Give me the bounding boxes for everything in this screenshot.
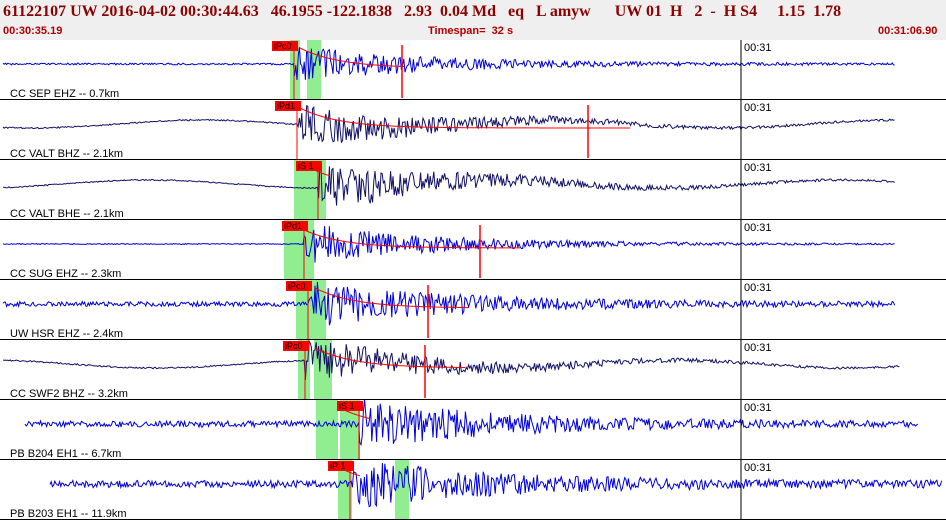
seismogram-panel[interactable]: iPc0 00:31 CC SEP EHZ -- 0.7km iPd1 00:31 CC …	[0, 40, 946, 520]
end-time: 00:31:06.90	[878, 25, 938, 37]
time-tick-label: 00:31	[744, 222, 772, 234]
time-tick-label: 00:31	[744, 342, 772, 354]
pick-flag[interactable]	[275, 101, 301, 111]
time-tick-label: 00:31	[744, 102, 772, 114]
waveform-trace	[2, 226, 895, 263]
channel-label: UW HSR EHZ -- 2.4km	[10, 328, 123, 340]
channel-label: CC SWF2 BHZ -- 3.2km	[10, 388, 128, 400]
time-tick-label: 00:31	[744, 42, 772, 54]
pick-window	[314, 340, 332, 400]
pick-label: iS 1	[339, 401, 355, 411]
time-tick-label: 00:31	[744, 162, 772, 174]
trace-panel[interactable]: iPd1 00:31 CC VALT BHZ -- 2.1km	[0, 100, 946, 160]
pick-flag[interactable]	[286, 281, 312, 291]
pick-label: iPc0	[285, 341, 303, 351]
pick-flag[interactable]	[296, 161, 322, 171]
trace-panel[interactable]: iPc0 00:31 UW HSR EHZ -- 2.4km	[0, 280, 946, 340]
trace-panel[interactable]: iP 1 00:31 PB B203 EH1 -- 11.9km	[0, 460, 946, 520]
pick-window	[284, 220, 306, 280]
waveform-trace	[2, 105, 895, 144]
pick-label: iPc0	[274, 41, 292, 51]
coda-curve	[299, 47, 405, 67]
pick-window	[338, 460, 352, 520]
waveform-trace	[2, 47, 895, 81]
time-tick-label: 00:31	[744, 462, 772, 474]
coda-curve	[314, 347, 465, 368]
pick-window	[294, 160, 314, 220]
pick-flag[interactable]	[272, 41, 298, 51]
coda-curve	[314, 287, 469, 309]
pick-flag[interactable]	[282, 221, 308, 231]
pick-label: iP 1	[330, 461, 345, 471]
trace-panel[interactable]: iPc0 00:31 CC SWF2 BHZ -- 3.2km	[0, 339, 946, 400]
timespan-label: Timespan= 32 s	[428, 25, 514, 37]
channel-label: CC SEP EHZ -- 0.7km	[10, 88, 119, 100]
pick-label: iPd1	[277, 101, 295, 111]
waveform-trace	[2, 281, 896, 326]
pick-flag[interactable]	[328, 461, 354, 471]
pick-label: iPd1	[284, 221, 302, 231]
time-tick-label: 00:31	[744, 402, 772, 414]
pick-label: iS 1	[298, 161, 314, 171]
channel-label: PB B203 EH1 -- 11.9km	[10, 508, 127, 520]
waveform-trace	[24, 399, 919, 447]
time-tick-label: 00:31	[744, 282, 772, 294]
pick-window	[340, 400, 360, 460]
waveform-trace	[49, 462, 943, 508]
event-header: 61122107 UW 2016-04-02 00:30:44.63 46.19…	[0, 0, 946, 40]
channel-label: CC VALT BHZ -- 2.1km	[10, 148, 123, 160]
channel-label: PB B204 EH1 -- 6.7km	[10, 448, 121, 460]
coda-curve	[299, 107, 630, 129]
coda-curve	[299, 227, 520, 249]
start-time: 00:30:35.19	[3, 25, 63, 37]
trace-panel[interactable]: iS 1 00:31 CC VALT BHE -- 2.1km	[0, 160, 946, 220]
event-summary: 61122107 UW 2016-04-02 00:30:44.63 46.19…	[3, 3, 842, 20]
pick-window	[304, 220, 314, 280]
pick-flag[interactable]	[283, 341, 309, 351]
channel-label: CC SUG EHZ -- 2.3km	[10, 268, 121, 280]
trace-panel[interactable]: iPd1 00:31 CC SUG EHZ -- 2.3km	[0, 220, 946, 280]
pick-label: iPc0	[288, 281, 306, 291]
waveform-trace	[2, 339, 900, 381]
pick-window	[298, 340, 310, 400]
pick-window	[314, 160, 326, 220]
pick-window	[316, 400, 338, 460]
trace-panel[interactable]: iS 1 00:31 PB B204 EH1 -- 6.7km	[0, 399, 946, 460]
waveform-trace	[2, 165, 895, 206]
channel-label: CC VALT BHE -- 2.1km	[10, 208, 124, 220]
pick-flag[interactable]	[337, 401, 363, 411]
trace-panel[interactable]: iPc0 00:31 CC SEP EHZ -- 0.7km	[0, 40, 946, 100]
